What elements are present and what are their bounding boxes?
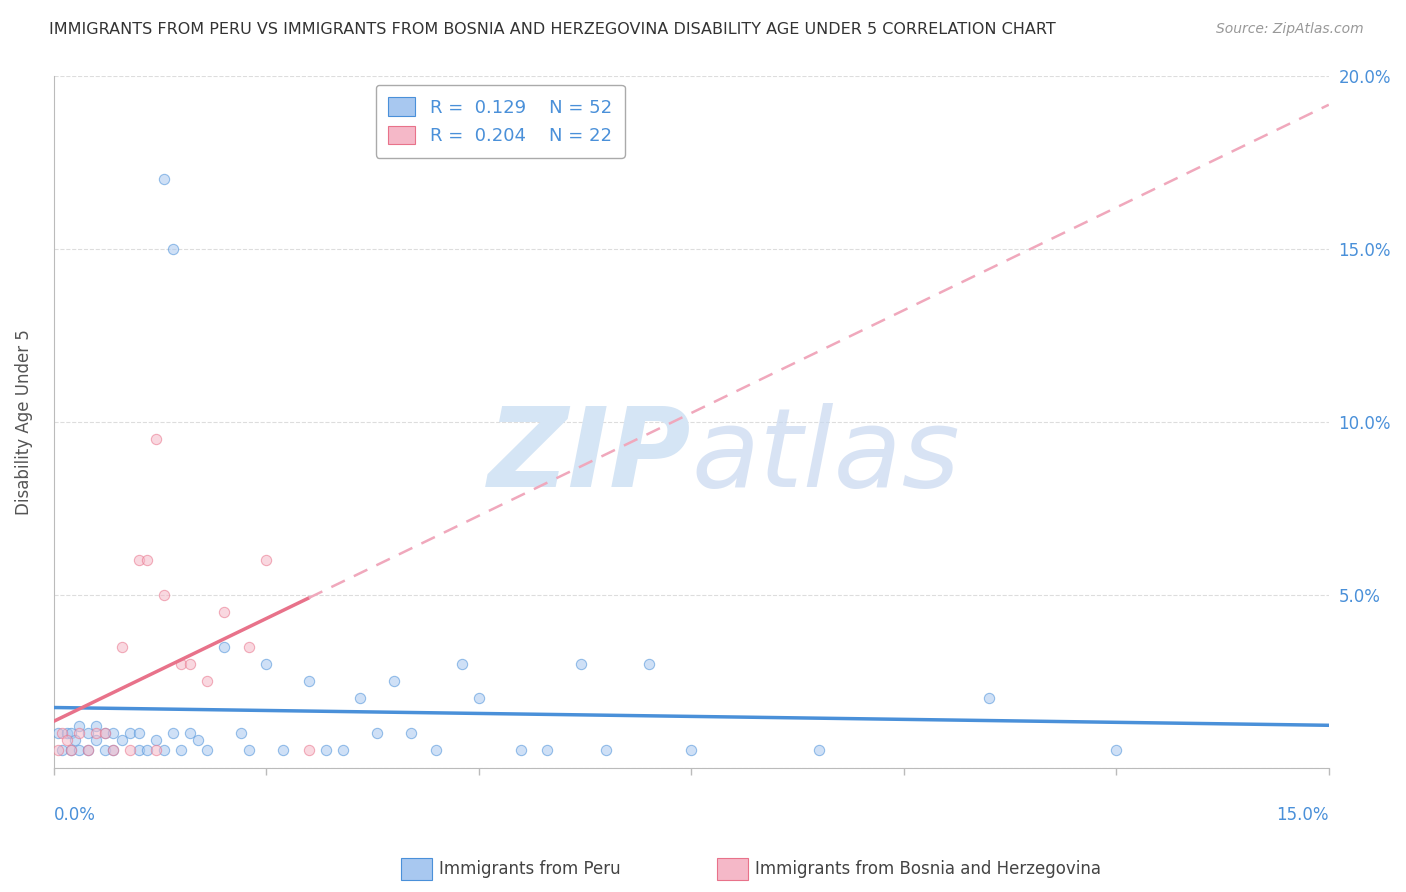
Point: [67, 719, 90, 733]
Point: [298, 674, 321, 689]
Point: [332, 743, 354, 757]
Point: [229, 726, 252, 740]
Text: ZIP: ZIP: [488, 402, 692, 509]
Point: [349, 691, 371, 706]
Point: [681, 743, 703, 757]
Point: [63, 733, 86, 747]
Point: [111, 733, 134, 747]
Point: [103, 743, 125, 757]
Point: [86, 719, 108, 733]
Point: [67, 743, 90, 757]
Point: [128, 553, 150, 567]
Point: [111, 640, 134, 654]
Point: [254, 553, 277, 567]
Text: atlas: atlas: [692, 402, 960, 509]
Point: [162, 242, 184, 256]
Point: [59, 743, 82, 757]
Point: [450, 657, 472, 671]
Point: [76, 743, 98, 757]
Point: [153, 172, 176, 186]
Point: [103, 726, 125, 740]
Point: [59, 743, 82, 757]
Point: [128, 726, 150, 740]
Point: [94, 726, 117, 740]
Point: [399, 726, 422, 740]
Text: 15.0%: 15.0%: [1277, 805, 1329, 824]
Point: [1105, 743, 1128, 757]
Point: [254, 657, 277, 671]
Point: [195, 674, 218, 689]
Point: [55, 733, 77, 747]
Point: [136, 743, 159, 757]
Point: [595, 743, 617, 757]
Point: [55, 726, 77, 740]
Point: [46, 726, 69, 740]
Point: [179, 726, 201, 740]
Point: [510, 743, 533, 757]
Text: Immigrants from Bosnia and Herzegovina: Immigrants from Bosnia and Herzegovina: [755, 860, 1101, 878]
Point: [145, 743, 167, 757]
Point: [366, 726, 388, 740]
Point: [67, 726, 90, 740]
Point: [103, 743, 125, 757]
Point: [86, 733, 108, 747]
Point: [212, 605, 235, 619]
Point: [128, 743, 150, 757]
Point: [238, 743, 260, 757]
Point: [977, 691, 1000, 706]
Point: [94, 743, 117, 757]
Point: [637, 657, 659, 671]
Text: Source: ZipAtlas.com: Source: ZipAtlas.com: [1216, 22, 1364, 37]
Y-axis label: Disability Age Under 5: Disability Age Under 5: [15, 328, 32, 515]
Point: [170, 743, 193, 757]
Point: [238, 640, 260, 654]
Text: 0.0%: 0.0%: [53, 805, 96, 824]
Point: [76, 726, 98, 740]
Point: [51, 726, 73, 740]
Point: [153, 743, 176, 757]
Point: [273, 743, 295, 757]
Legend: R =  0.129    N = 52, R =  0.204    N = 22: R = 0.129 N = 52, R = 0.204 N = 22: [375, 85, 624, 158]
Point: [195, 743, 218, 757]
Point: [145, 733, 167, 747]
Point: [59, 726, 82, 740]
Point: [807, 743, 830, 757]
Point: [315, 743, 337, 757]
Point: [425, 743, 447, 757]
Point: [468, 691, 491, 706]
Point: [46, 743, 69, 757]
Point: [94, 726, 117, 740]
Point: [153, 588, 176, 602]
Point: [298, 743, 321, 757]
Point: [145, 432, 167, 446]
Point: [51, 743, 73, 757]
Text: IMMIGRANTS FROM PERU VS IMMIGRANTS FROM BOSNIA AND HERZEGOVINA DISABILITY AGE UN: IMMIGRANTS FROM PERU VS IMMIGRANTS FROM …: [49, 22, 1056, 37]
Point: [179, 657, 201, 671]
Point: [120, 743, 142, 757]
Point: [136, 553, 159, 567]
Point: [187, 733, 209, 747]
Point: [162, 726, 184, 740]
Point: [170, 657, 193, 671]
Point: [86, 726, 108, 740]
Text: Immigrants from Peru: Immigrants from Peru: [439, 860, 620, 878]
Point: [536, 743, 558, 757]
Point: [76, 743, 98, 757]
Point: [120, 726, 142, 740]
Point: [569, 657, 592, 671]
Point: [382, 674, 405, 689]
Point: [212, 640, 235, 654]
